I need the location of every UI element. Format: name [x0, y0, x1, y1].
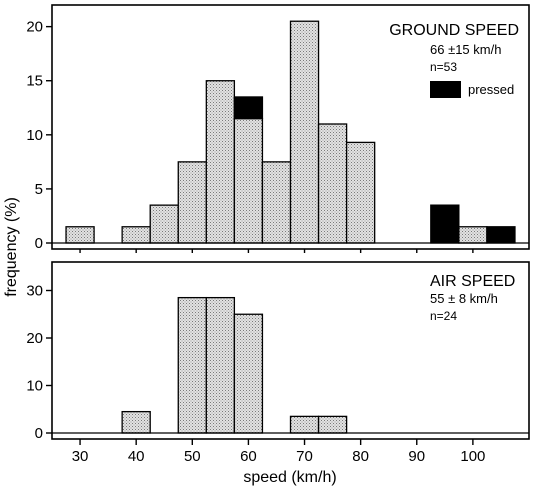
ground-speed-y-ticks: 0 5 10 15 20	[26, 19, 52, 252]
air-speed-bars	[52, 296, 529, 434]
x-tick-label: 30	[72, 448, 89, 465]
air-speed-y-tick-label: 30	[26, 283, 43, 300]
ground-speed-pressed-bar	[430, 204, 460, 244]
air-speed-frame	[51, 261, 530, 440]
ground-speed-y-tick-label: 15	[26, 73, 43, 90]
air-speed-x-ticks: 30 40 50 60 70 80 90 100	[72, 439, 485, 465]
ground-speed-pressed-bar	[486, 226, 516, 244]
ground-speed-bar	[205, 80, 236, 244]
ground-speed-bar	[65, 226, 95, 244]
legend-swatch-pressed	[430, 81, 461, 98]
x-tick-label: 60	[240, 448, 257, 465]
air-speed-bar	[205, 296, 236, 434]
ground-speed-bars	[52, 20, 529, 253]
air-speed-bar	[121, 410, 151, 434]
y-axis-label: frequency (%)	[3, 197, 20, 297]
air-speed-bar	[177, 296, 207, 434]
legend-label-pressed: pressed	[468, 82, 514, 97]
ground-speed-bar	[289, 20, 320, 244]
ground-speed-y-tick-label: 5	[35, 181, 43, 198]
ground-speed-pressed-bar	[233, 96, 264, 120]
ground-speed-bar	[121, 226, 151, 244]
x-tick-label: 100	[460, 448, 485, 465]
ground-speed-count: n=53	[430, 60, 457, 74]
x-tick-label: 70	[296, 448, 313, 465]
ground-speed-bar	[177, 161, 207, 244]
air-speed-y-ticks: 0 10 20 30	[26, 283, 52, 442]
x-tick-label: 40	[128, 448, 145, 465]
ground-speed-mean: 66 ±15 km/h	[430, 42, 501, 57]
ground-speed-panel: 0 5 10 15 20 GROUND SPEED 66 ±15 km/h n=53 p…	[26, 4, 530, 253]
air-speed-y-tick-label: 20	[26, 330, 43, 347]
air-speed-title: AIR SPEED	[430, 273, 515, 290]
air-speed-y-tick-label: 10	[26, 378, 43, 395]
air-speed-bar	[233, 313, 264, 434]
x-axis-label: speed (km/h)	[243, 469, 336, 486]
ground-speed-bar	[345, 141, 376, 244]
ground-speed-y-tick-label: 10	[26, 127, 43, 144]
ground-speed-bar	[261, 161, 292, 244]
x-tick-label: 80	[352, 448, 369, 465]
ground-speed-title: GROUND SPEED	[389, 22, 519, 39]
ground-speed-y-tick-label: 20	[26, 19, 43, 36]
air-speed-mean: 55 ± 8 km/h	[430, 291, 498, 306]
ground-speed-bar	[233, 117, 264, 244]
air-speed-y-tick-label: 0	[35, 425, 43, 442]
x-tick-label: 90	[408, 448, 425, 465]
ground-speed-bar	[317, 123, 348, 244]
x-tick-label: 50	[184, 448, 201, 465]
ground-speed-frame	[51, 4, 530, 250]
air-speed-bar	[289, 415, 320, 434]
air-speed-count: n=24	[430, 309, 457, 323]
ground-speed-bar	[149, 204, 179, 244]
air-speed-panel: 0 10 20 30 30 40 50 60 70 80 90 100 AIR SPEED 55 ±…	[26, 261, 530, 465]
ground-speed-bar	[458, 226, 488, 244]
ground-speed-y-tick-label: 0	[35, 235, 43, 252]
air-speed-bar	[317, 415, 348, 434]
